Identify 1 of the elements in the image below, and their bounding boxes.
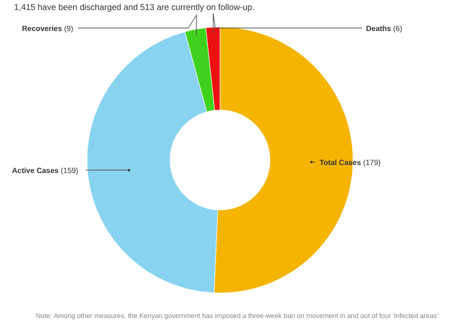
chart-subtitle: 1,415 have been discharged and 513 are currently on follow-up. (14, 2, 255, 12)
